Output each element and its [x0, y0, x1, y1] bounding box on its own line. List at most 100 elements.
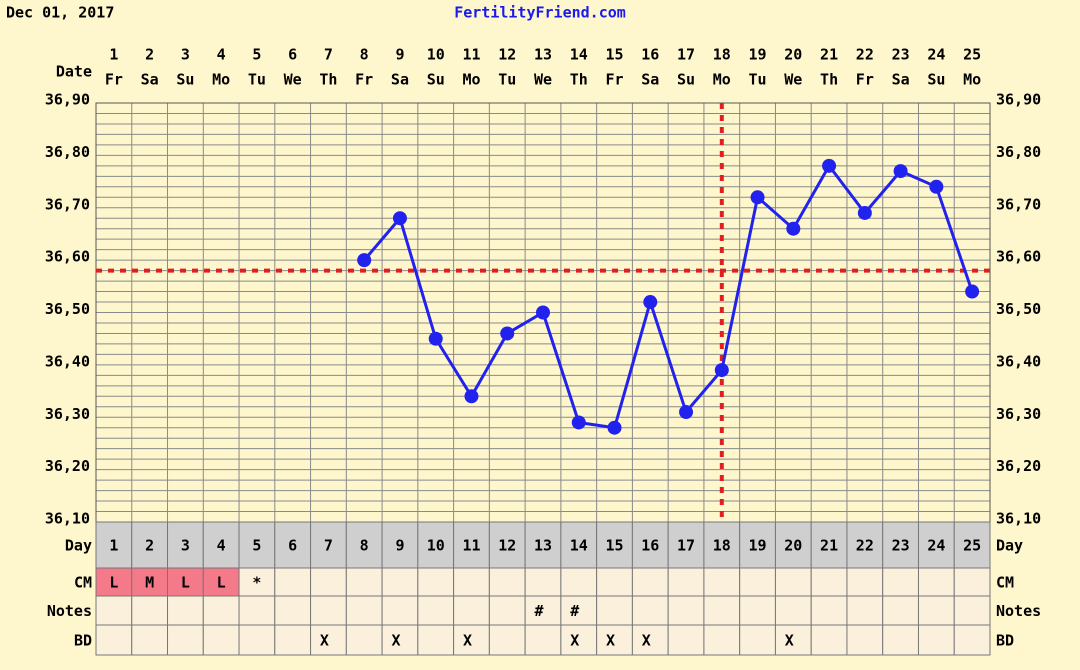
table-cell — [524, 624, 562, 656]
y-tick-label-right: 36,20 — [996, 457, 1041, 475]
weekday: Sa — [141, 71, 159, 89]
weekday: Sa — [641, 71, 659, 89]
table-cell — [917, 624, 955, 656]
weekday: Su — [927, 71, 945, 89]
table-cell — [560, 595, 598, 626]
table-cell — [953, 624, 991, 656]
temperature-point — [750, 190, 765, 205]
table-cell — [596, 595, 633, 626]
table-cell — [774, 567, 812, 597]
table-cell — [703, 595, 741, 626]
weekday: Mo — [713, 71, 731, 89]
row-value: M — [145, 574, 154, 592]
table-cell — [345, 567, 383, 597]
table-cell — [417, 595, 455, 626]
date-number: 2 — [145, 46, 154, 64]
row-label-right: BD — [996, 632, 1014, 650]
day-number: 5 — [252, 537, 261, 555]
table-cell — [238, 595, 276, 626]
day-number: 1 — [109, 537, 118, 555]
weekday: Th — [820, 71, 838, 89]
table-cell — [882, 595, 919, 626]
date-number: 25 — [963, 46, 981, 64]
weekday: We — [784, 71, 802, 89]
table-cell — [846, 595, 884, 626]
table-cell — [703, 567, 741, 597]
temperature-point — [607, 420, 622, 435]
row-value: * — [252, 574, 261, 592]
table-cell — [167, 624, 204, 656]
table-cell — [631, 624, 669, 656]
table-cell — [345, 595, 383, 626]
y-tick-label: 36,10 — [45, 510, 90, 528]
date-number: 6 — [288, 46, 297, 64]
table-cell — [953, 595, 991, 626]
date-number: 3 — [181, 46, 190, 64]
date-number: 19 — [749, 46, 767, 64]
date-number: 17 — [677, 46, 695, 64]
table-cell — [488, 624, 526, 656]
row-value: L — [109, 574, 118, 592]
y-tick-label-right: 36,80 — [996, 143, 1041, 161]
day-number: 3 — [181, 537, 190, 555]
temperature-point — [428, 331, 443, 346]
day-number: 11 — [462, 537, 480, 555]
temperature-point — [965, 284, 980, 299]
temperature-point — [392, 211, 407, 226]
weekday: Tu — [498, 71, 516, 89]
weekday: We — [534, 71, 552, 89]
row-value: # — [534, 602, 543, 620]
date-number: 10 — [427, 46, 445, 64]
table-cell — [917, 595, 955, 626]
day-number: 14 — [570, 537, 588, 555]
table-cell — [274, 567, 312, 597]
temperature-point — [679, 405, 694, 420]
day-number: 15 — [605, 537, 623, 555]
weekday: Mo — [963, 71, 981, 89]
day-number: 2 — [145, 537, 154, 555]
day-number: 9 — [395, 537, 404, 555]
temperature-point — [929, 179, 944, 194]
table-cell — [274, 595, 312, 626]
row-label-right: Day — [996, 537, 1023, 555]
day-number: 22 — [856, 537, 874, 555]
day-number: 20 — [784, 537, 802, 555]
date-number: 20 — [784, 46, 802, 64]
temperature-point — [464, 389, 479, 404]
chart-title: FertilityFriend.com — [454, 4, 626, 22]
table-cell — [488, 595, 526, 626]
row-label: BD — [74, 632, 92, 650]
weekday: Su — [176, 71, 194, 89]
table-cell — [810, 595, 848, 626]
temperature-point — [714, 363, 729, 378]
day-number: 25 — [963, 537, 981, 555]
table-cell — [453, 521, 490, 569]
day-number: 18 — [713, 537, 731, 555]
y-tick-label-right: 36,60 — [996, 248, 1041, 266]
table-cell — [417, 567, 455, 597]
row-value: X — [606, 632, 615, 650]
weekday: Fr — [856, 71, 874, 89]
table-cell — [202, 521, 240, 569]
table-cell — [131, 521, 169, 569]
weekday: Fr — [605, 71, 623, 89]
row-label: CM — [74, 574, 92, 592]
date-number: 13 — [534, 46, 552, 64]
table-cell — [667, 595, 705, 626]
y-tick-label: 36,70 — [45, 195, 90, 213]
date-number: 22 — [856, 46, 874, 64]
y-tick-label: 36,60 — [45, 248, 90, 266]
day-number: 24 — [927, 537, 945, 555]
table-cell — [810, 521, 848, 569]
date-number: 12 — [498, 46, 516, 64]
table-cell — [167, 595, 204, 626]
table-cell — [524, 567, 562, 597]
y-tick-label-right: 36,70 — [996, 195, 1041, 213]
table-cell — [95, 521, 133, 569]
table-cell — [95, 595, 133, 626]
y-tick-label: 36,90 — [45, 91, 90, 109]
weekday: We — [284, 71, 302, 89]
row-value: L — [217, 574, 226, 592]
table-cell — [417, 521, 455, 569]
